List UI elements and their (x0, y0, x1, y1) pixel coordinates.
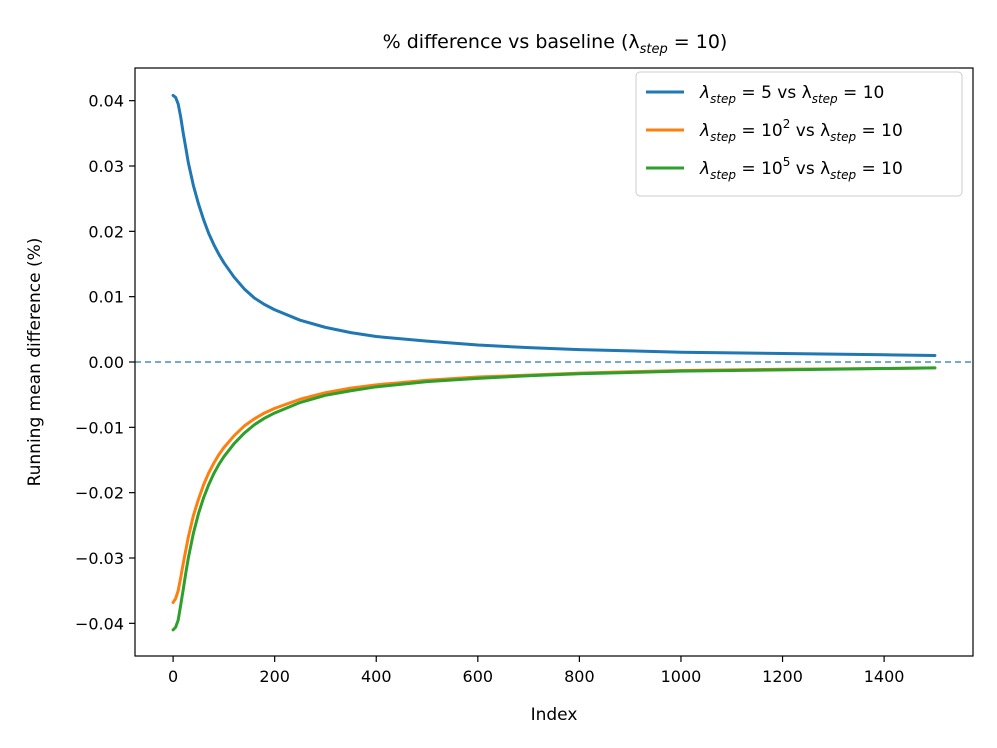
x-tick-label: 800 (564, 667, 595, 686)
legend: λstep = 5 vs λstep = 10 λstep = 102 vs λs… (635, 71, 963, 197)
y-tick-label: 0.03 (88, 157, 124, 176)
x-axis: 0 200 400 600 800 1000 1200 1400 (168, 656, 904, 686)
y-axis-label: Running mean difference (%) (25, 238, 45, 487)
x-tick-label: 400 (361, 667, 392, 686)
y-tick-label: 0.00 (88, 353, 124, 372)
series-line-3 (171, 366, 937, 632)
x-tick-label: 0 (168, 667, 178, 686)
legend-box (635, 71, 963, 197)
y-tick-label: 0.01 (88, 288, 124, 307)
chart-title-main: % difference vs baseline (λ (383, 31, 640, 53)
y-tick-label: 0.04 (88, 92, 124, 111)
series-layer (171, 93, 937, 632)
x-tick-label: 1200 (762, 667, 803, 686)
y-tick-label: −0.02 (75, 484, 124, 503)
y-tick-label: −0.01 (75, 418, 124, 437)
x-tick-label: 200 (259, 667, 290, 686)
chart-title: % difference vs baseline (λstep = 10) (383, 31, 728, 57)
x-tick-label: 1400 (864, 667, 905, 686)
legend-label-2: λstep = 102 vs λstep = 10 (699, 117, 903, 144)
x-axis-label: Index (531, 705, 578, 725)
y-tick-label: 0.02 (88, 222, 124, 241)
y-tick-label: −0.03 (75, 549, 124, 568)
legend-label-3: λstep = 105 vs λstep = 10 (699, 155, 903, 182)
x-tick-label: 600 (463, 667, 494, 686)
series-line-1 (171, 93, 937, 357)
plot-area (135, 93, 973, 632)
x-tick-label: 1000 (661, 667, 702, 686)
y-axis: −0.04 −0.03 −0.02 −0.01 0.00 0.01 0.02 0.03 0.04 (75, 92, 135, 633)
y-tick-label: −0.04 (75, 614, 124, 633)
chart-title-tail: = 10) (668, 31, 728, 53)
legend-label-1: λstep = 5 vs λstep = 10 (699, 83, 884, 106)
chart-title-sub: step (640, 42, 668, 57)
